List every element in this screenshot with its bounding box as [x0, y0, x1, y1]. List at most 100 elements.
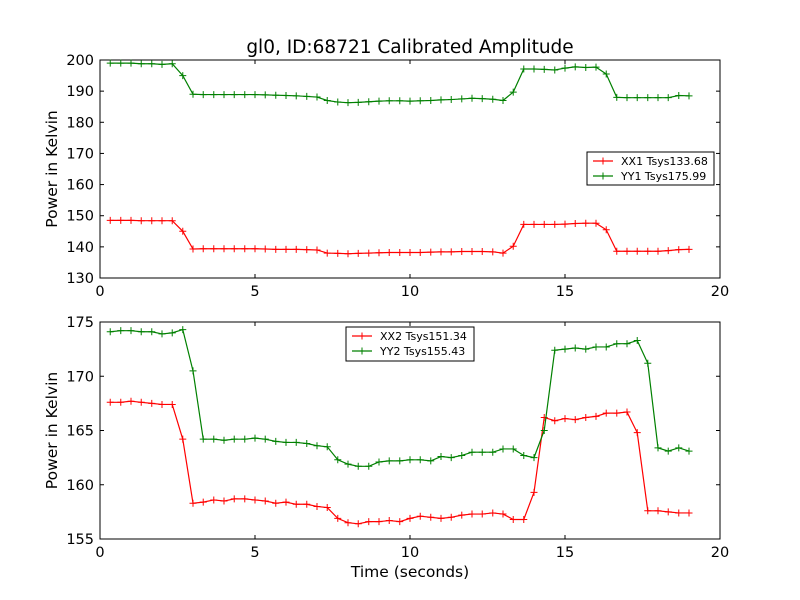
data-point: [272, 245, 280, 253]
y-tick-label: 160: [66, 178, 94, 194]
data-point: [540, 65, 548, 73]
data-point: [592, 63, 600, 71]
data-point: [168, 60, 176, 68]
data-point: [292, 92, 300, 100]
data-point: [210, 435, 218, 443]
data-point: [261, 497, 269, 505]
data-point: [551, 417, 559, 425]
data-point: [323, 249, 331, 257]
y-tick-label: 170: [66, 369, 94, 385]
data-point: [106, 328, 114, 336]
legend-marker: [599, 172, 607, 180]
data-point: [520, 65, 528, 73]
data-point: [210, 496, 218, 504]
data-point: [303, 92, 311, 100]
data-point: [447, 513, 455, 521]
legend-marker: [358, 332, 366, 340]
data-point: [561, 415, 569, 423]
data-point: [530, 454, 538, 462]
data-point: [230, 495, 238, 503]
data-point: [633, 429, 641, 437]
data-point: [199, 91, 207, 99]
data-point: [220, 497, 228, 505]
data-point: [323, 96, 331, 104]
data-point: [571, 220, 579, 227]
data-point: [427, 457, 435, 465]
data-point: [179, 227, 187, 235]
data-point: [375, 97, 383, 105]
data-point: [613, 93, 621, 101]
data-point: [592, 412, 600, 420]
legend-label: XX2 Tsys151.34: [380, 330, 467, 343]
data-point: [106, 216, 114, 224]
data-point: [137, 328, 145, 336]
data-point: [571, 416, 579, 424]
data-point: [561, 220, 569, 228]
data-point: [478, 448, 486, 456]
series-2: [106, 59, 693, 107]
data-point: [241, 245, 249, 253]
data-point: [592, 219, 600, 227]
data-point: [520, 220, 528, 228]
data-point: [158, 60, 166, 68]
data-point: [313, 93, 321, 101]
data-point: [168, 217, 176, 225]
data-point: [447, 248, 455, 256]
legend-box: [345, 326, 475, 362]
data-point: [644, 247, 652, 255]
data-point: [602, 409, 610, 417]
series-1: [106, 397, 693, 528]
data-point: [685, 447, 693, 455]
data-point: [282, 438, 290, 446]
data-point: [241, 495, 249, 503]
y-tick-label: 140: [66, 240, 94, 256]
data-point: [199, 245, 207, 253]
data-point: [509, 88, 517, 96]
data-point: [654, 247, 662, 255]
data-point: [561, 64, 569, 72]
y-tick-label: 160: [66, 478, 94, 494]
y-tick-label: 180: [66, 115, 94, 131]
data-point: [530, 488, 538, 496]
data-point: [551, 66, 559, 74]
y-tick-label: 150: [66, 209, 94, 225]
data-point: [220, 436, 228, 444]
data-point: [148, 217, 156, 225]
data-point: [272, 91, 280, 99]
data-point: [282, 245, 290, 253]
data-point: [344, 99, 352, 107]
data-point: [148, 60, 156, 68]
data-point: [468, 94, 476, 102]
data-point: [385, 248, 393, 256]
data-point: [520, 515, 528, 523]
data-point: [458, 95, 466, 103]
data-point: [282, 92, 290, 100]
data-point: [675, 92, 683, 100]
data-point: [210, 91, 218, 99]
x-tick-label: 15: [556, 545, 574, 561]
data-point: [282, 498, 290, 506]
data-point: [137, 398, 145, 406]
x-axis-label: Time (seconds): [350, 563, 469, 581]
legend: XX2 Tsys151.34 YY2 Tsys155.43: [345, 326, 475, 362]
data-point: [158, 400, 166, 408]
data-point: [127, 59, 135, 67]
legend-box: [586, 151, 715, 186]
data-point: [406, 456, 414, 464]
data-point: [158, 217, 166, 225]
subplot-1: 0 5 10 15 20 130 140 150 160 170 180 190 200 Power in…: [43, 53, 729, 300]
data-point: [334, 456, 342, 464]
data-point: [633, 336, 641, 344]
y-axis-label: Power in Kelvin: [43, 110, 61, 227]
y-axis-label: Power in Kelvin: [43, 372, 61, 489]
data-point: [458, 248, 466, 256]
data-point: [230, 91, 238, 99]
data-point: [230, 435, 238, 443]
data-point: [644, 94, 652, 102]
data-point: [189, 499, 197, 507]
data-point: [303, 246, 311, 254]
data-point: [540, 220, 548, 228]
data-point: [406, 248, 414, 256]
x-tick-label: 10: [401, 284, 419, 300]
